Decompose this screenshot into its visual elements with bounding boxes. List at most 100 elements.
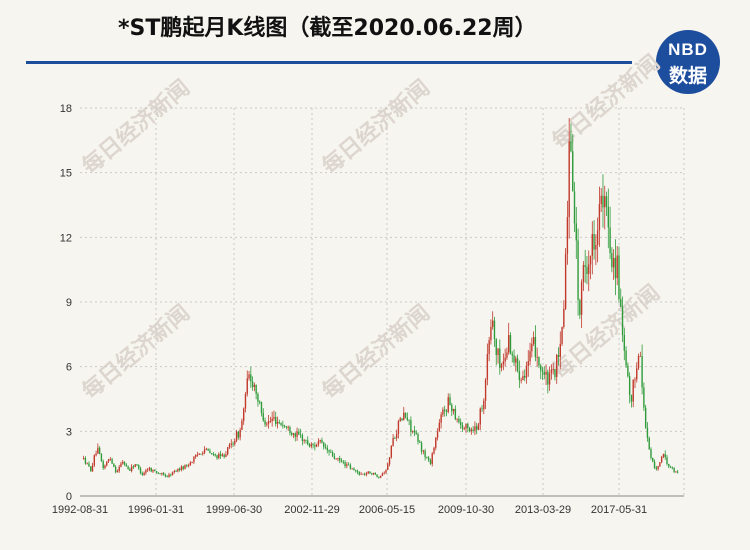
candle-body <box>116 471 119 473</box>
watermark-text: 每日经济新闻 <box>77 300 195 405</box>
page-title: *ST鹏起月K线图（截至2020.06.22周） <box>118 16 537 41</box>
candle-body <box>107 459 110 462</box>
candle-body <box>472 429 474 431</box>
candle-body <box>378 476 380 478</box>
candle-body <box>607 206 610 228</box>
candle-body <box>104 465 106 469</box>
candle-body <box>333 456 336 459</box>
candle-body <box>495 339 497 355</box>
candle-body <box>399 418 401 422</box>
candle-body <box>668 464 670 467</box>
candle-body <box>426 457 428 459</box>
candle-body <box>385 469 387 473</box>
candle-body <box>452 408 455 412</box>
candle-body <box>664 454 666 458</box>
candle-body <box>134 464 136 468</box>
candle-body <box>260 401 263 414</box>
candle-body <box>314 445 316 447</box>
candle-body <box>419 441 421 443</box>
candle-body <box>130 466 133 471</box>
candle-body <box>417 434 419 442</box>
candle-body <box>344 462 346 467</box>
candle-body <box>154 469 156 472</box>
candle-body <box>356 470 359 473</box>
candle-body <box>572 151 574 192</box>
candle-body <box>323 442 325 447</box>
candle-body <box>114 466 117 473</box>
candle-body <box>662 454 665 457</box>
candle-body <box>358 472 361 475</box>
candle-body <box>383 472 385 474</box>
candle-body <box>598 203 601 231</box>
candle-body <box>413 430 416 433</box>
candle-body <box>486 354 489 380</box>
candle-body <box>234 440 236 444</box>
candle-body <box>550 369 553 374</box>
y-tick-label: 9 <box>66 297 72 309</box>
candle-body <box>228 444 231 448</box>
candle-body <box>628 376 631 396</box>
candle-body <box>161 472 163 475</box>
candle-body <box>525 365 528 378</box>
logo-text-nbd: NBD <box>668 40 708 59</box>
candle-body <box>481 408 483 410</box>
candle-body <box>509 335 512 354</box>
candle-body <box>335 458 337 460</box>
chart-grid <box>80 107 685 496</box>
candle-body <box>456 418 458 420</box>
candle-body <box>95 453 97 456</box>
candle-body <box>337 457 339 459</box>
candle-body <box>534 337 537 358</box>
candle-body <box>541 370 544 373</box>
candle-body <box>285 426 288 428</box>
y-tick-label: 0 <box>66 491 72 503</box>
x-tick-label: 1996-01-31 <box>128 504 184 516</box>
candle-body <box>351 468 353 470</box>
x-tick-label: 1992-08-31 <box>52 504 108 516</box>
candle-body <box>230 443 232 445</box>
candle-body <box>623 334 626 351</box>
candle-body <box>575 223 577 241</box>
candle-body <box>125 464 128 467</box>
x-tick-label: 2009-10-30 <box>438 504 494 516</box>
candle-body <box>408 419 410 421</box>
candle-body <box>326 447 328 451</box>
candle-body <box>470 429 473 432</box>
candle-body <box>307 440 309 445</box>
candle-body <box>401 418 403 421</box>
candle-body <box>232 443 234 445</box>
candle-body <box>347 464 350 466</box>
candle-body <box>556 354 558 378</box>
candle-body <box>379 475 382 478</box>
candle-body <box>493 320 496 340</box>
candle-body <box>122 461 124 464</box>
candle-body <box>315 444 318 447</box>
watermark-text: 每日经济新闻 <box>77 75 195 180</box>
candle-body <box>404 412 407 418</box>
candle-body <box>248 374 250 379</box>
candle-body <box>584 265 586 267</box>
candle-body <box>554 369 556 378</box>
candle-body <box>552 369 554 370</box>
candle-body <box>168 474 170 478</box>
candle-body <box>655 467 658 470</box>
candle-body <box>246 378 248 395</box>
candle-body <box>184 465 186 469</box>
candle-body <box>580 282 583 315</box>
candle-body <box>207 448 209 451</box>
candle-body <box>90 466 92 472</box>
candle-body <box>194 454 197 457</box>
candle-body <box>209 450 211 454</box>
candle-body <box>349 465 352 469</box>
candle-body <box>644 407 647 428</box>
candle-body <box>278 422 280 423</box>
candle-body <box>531 343 533 352</box>
candle-body <box>296 431 298 437</box>
candle-body <box>387 464 389 470</box>
candle-body <box>518 371 521 381</box>
candle-body <box>289 427 291 433</box>
candle-body <box>331 452 334 457</box>
candle-body <box>138 465 140 469</box>
candle-body <box>308 444 311 447</box>
candle-body <box>219 453 222 456</box>
